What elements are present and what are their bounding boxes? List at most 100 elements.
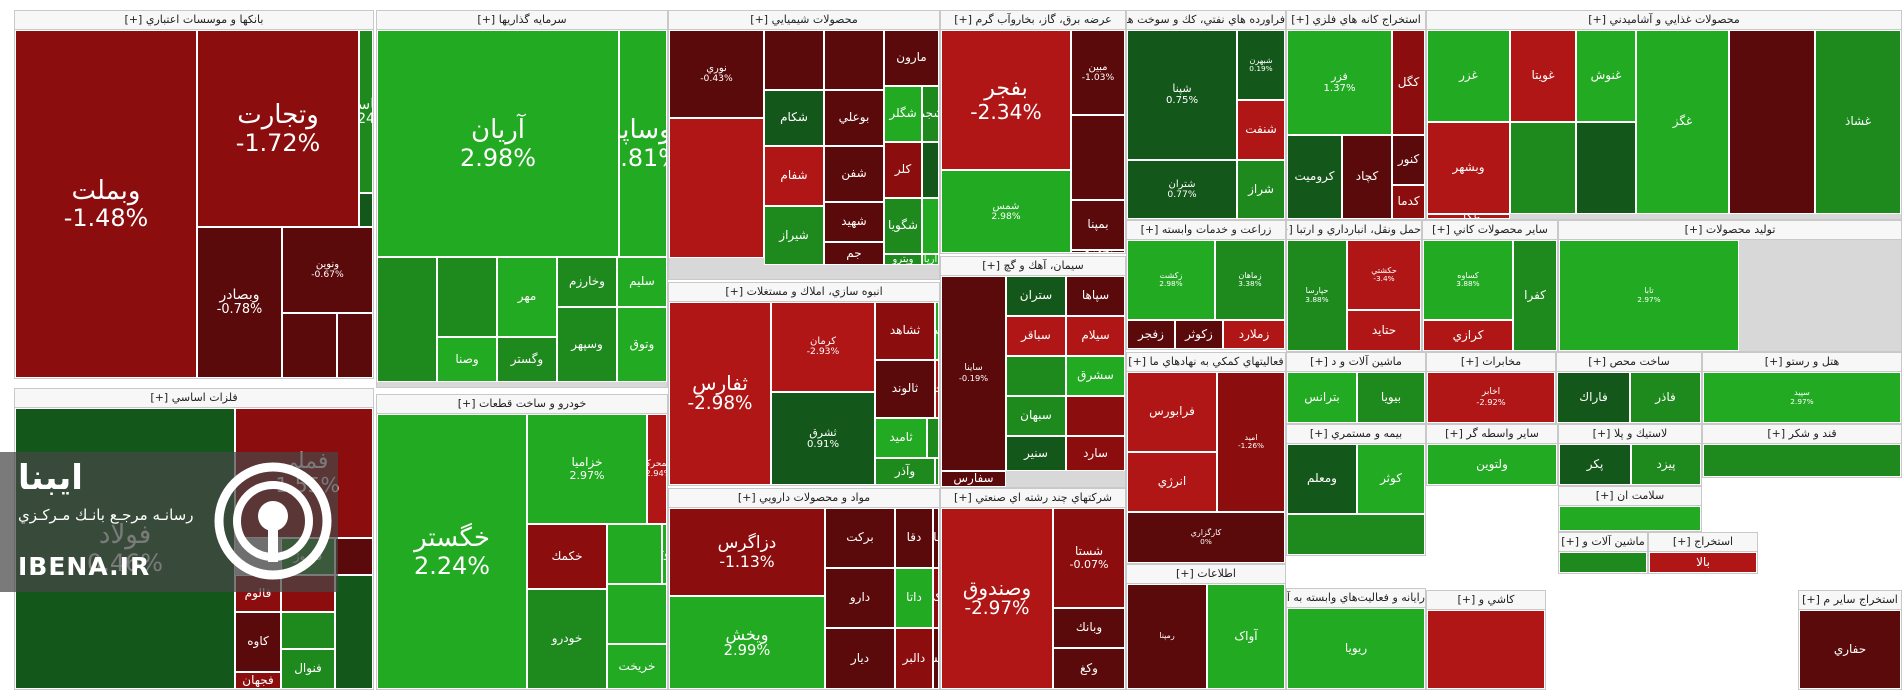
treemap-tile[interactable]: شگويا — [884, 198, 922, 254]
treemap-tile[interactable]: دالبر — [895, 628, 933, 689]
sector-title[interactable]: محصولات غذايي و آشاميدني [+] — [1427, 11, 1901, 30]
treemap-tile[interactable]: داتا — [895, 568, 933, 628]
treemap-tile[interactable]: سباقر — [1006, 316, 1066, 356]
sector-title[interactable]: لاستيك و پلا [+] — [1559, 425, 1701, 444]
treemap-tile[interactable]: ومعلم — [1287, 444, 1357, 514]
sector-title[interactable]: ساير واسطه گر [+] — [1427, 425, 1557, 444]
treemap-tile[interactable]: وبصادر -0.78% — [197, 227, 282, 378]
treemap-tile[interactable] — [1510, 122, 1576, 214]
sector-title[interactable]: عرضه برق، گاز، بخاروآب گرم [+] — [941, 11, 1125, 30]
sector-title[interactable]: سرمايه گذاريها [+] — [377, 11, 667, 30]
sector-title[interactable]: حمل ونقل، انبارداري و ارتبا [+] — [1287, 221, 1421, 240]
treemap-tile[interactable] — [607, 584, 667, 644]
sector-title[interactable]: استخراج [+] — [1649, 533, 1757, 552]
treemap-tile[interactable]: بوعلي — [824, 90, 884, 146]
treemap-tile[interactable]: شمس 2.98% — [941, 170, 1071, 253]
treemap-tile[interactable] — [1287, 514, 1425, 555]
sector-title[interactable]: محصولات شيميايي [+] — [669, 11, 939, 30]
treemap-tile[interactable]: كروميت — [1287, 135, 1342, 219]
treemap-tile[interactable]: بمپنا — [1071, 200, 1125, 250]
treemap-tile[interactable] — [281, 612, 335, 649]
treemap-tile[interactable]: شيراز — [764, 206, 824, 265]
treemap-tile[interactable]: پيزد — [1631, 444, 1701, 485]
treemap-tile[interactable]: وتوق — [617, 307, 667, 382]
sector-title[interactable]: فعاليتهاي كمكي به نهادهاي ما [+] — [1127, 353, 1285, 372]
treemap-tile[interactable] — [335, 538, 373, 575]
treemap-tile[interactable]: سبهان — [1006, 396, 1066, 436]
treemap-tile[interactable]: وخارزم — [557, 257, 617, 307]
treemap-tile[interactable] — [824, 30, 884, 90]
treemap-tile[interactable]: كساوه 3.88% — [1423, 240, 1513, 320]
treemap-tile[interactable]: شجم — [922, 86, 939, 142]
sector-title[interactable]: بانکها و موسسات اعتباري [+] — [15, 11, 373, 30]
treemap-tile[interactable]: خمحركه-2.94% — [647, 414, 667, 524]
sector-title[interactable]: توليد محصولات [+] — [1559, 221, 1901, 240]
sector-title[interactable]: استخراج كانه هاي فلزي [+] — [1287, 11, 1425, 30]
treemap-tile[interactable]: مبين -1.03% — [1071, 30, 1125, 115]
treemap-tile[interactable]: تابا 2.97% — [1559, 240, 1739, 351]
treemap-tile[interactable]: جم — [824, 242, 884, 265]
treemap-tile[interactable]: زكشت 2.98% — [1127, 240, 1215, 320]
treemap-tile[interactable]: وساپا2.81% — [619, 30, 667, 257]
treemap-tile[interactable] — [1703, 444, 1901, 477]
treemap-tile[interactable]: كرازي — [1423, 320, 1513, 351]
treemap-tile[interactable]: پكر — [1559, 444, 1631, 485]
treemap-tile[interactable]: كوثر — [1357, 444, 1425, 514]
treemap-tile[interactable]: وپاسار1.24% — [359, 30, 373, 193]
sector-title[interactable]: بيمه و مستمري [+] — [1287, 425, 1425, 444]
treemap-tile[interactable]: شنفت — [1237, 100, 1285, 160]
treemap-tile[interactable]: وتجارت -1.72% — [197, 30, 359, 227]
treemap-tile[interactable]: سارد — [1066, 436, 1125, 471]
treemap-tile[interactable] — [669, 118, 764, 258]
treemap-tile[interactable] — [335, 575, 373, 689]
treemap-tile[interactable]: كدما — [1392, 185, 1425, 219]
treemap-tile[interactable]: خودرو — [527, 589, 607, 689]
treemap-tile[interactable]: وصنا — [437, 337, 497, 382]
sector-title[interactable]: مخابرات [+] — [1427, 353, 1555, 372]
treemap-tile[interactable]: فزر 1.37% — [1287, 30, 1392, 135]
treemap-tile[interactable]: شپنا 0.75% — [1127, 30, 1237, 160]
treemap-tile[interactable]: كفرا — [1513, 240, 1557, 351]
treemap-tile[interactable] — [1006, 356, 1066, 396]
treemap-tile[interactable]: وگستر — [497, 337, 557, 382]
sector-title[interactable]: كاشي و [+] — [1427, 591, 1545, 610]
treemap-tile[interactable]: ثاخت — [935, 360, 939, 418]
sector-title[interactable]: زراعت و خدمات وابسته [+] — [1127, 221, 1285, 240]
treemap-tile[interactable] — [1559, 552, 1647, 573]
treemap-tile[interactable]: ثشاهد — [875, 302, 935, 360]
sector-title[interactable]: هتل و رستو [+] — [1703, 353, 1901, 372]
treemap-tile[interactable]: كاوه — [235, 612, 281, 672]
treemap-tile[interactable]: ثالوند — [875, 360, 935, 418]
treemap-tile[interactable]: سيلام — [1066, 316, 1125, 356]
treemap-tile[interactable]: اخابر -2.92% — [1427, 372, 1555, 423]
treemap-tile[interactable]: نوري -0.43% — [669, 30, 764, 118]
treemap-tile[interactable]: حپارسا 3.88% — [1287, 240, 1347, 351]
sector-title[interactable]: سيمان، آهك و گچ [+] — [941, 257, 1125, 276]
treemap-tile[interactable]: مهر — [497, 257, 557, 337]
treemap-tile[interactable]: بركت — [825, 508, 895, 568]
treemap-tile[interactable]: ساينا -0.19% — [941, 276, 1006, 471]
treemap-tile[interactable]: وبشهر — [1427, 122, 1510, 214]
treemap-tile[interactable]: سليم — [617, 257, 667, 307]
sector-title[interactable]: قند و شكر [+] — [1703, 425, 1901, 444]
treemap-tile[interactable]: كنور — [1392, 135, 1425, 185]
treemap-tile[interactable] — [764, 30, 824, 90]
treemap-tile[interactable]: رمپنا — [1127, 584, 1207, 689]
treemap-tile[interactable]: دفارا — [933, 508, 939, 568]
treemap-tile[interactable]: كچاد — [1342, 135, 1392, 219]
treemap-tile[interactable]: وصندوق -2.97% — [941, 508, 1053, 689]
treemap-tile[interactable]: شستا -0.07% — [1053, 508, 1125, 608]
treemap-tile[interactable] — [607, 524, 662, 584]
treemap-tile[interactable]: بيويا — [1357, 372, 1425, 423]
treemap-tile[interactable]: بترانس — [1287, 372, 1357, 423]
treemap-tile[interactable]: ريويا — [1287, 608, 1425, 689]
treemap-tile[interactable]: زماهان 3.38% — [1215, 240, 1285, 320]
treemap-tile[interactable]: غگل — [1427, 214, 1510, 219]
treemap-tile[interactable]: غگز — [1636, 30, 1729, 214]
treemap-tile[interactable]: شگلر — [884, 86, 922, 142]
treemap-tile[interactable]: ديار — [825, 628, 895, 689]
sector-title[interactable]: ماشين آلات و د [+] — [1287, 353, 1425, 372]
treemap-tile[interactable]: فرابورس — [1127, 372, 1217, 452]
treemap-tile[interactable]: آريان 2.98% — [377, 30, 619, 257]
sector-title[interactable]: انبوه سازي، املاك و مستغلات [+] — [669, 283, 939, 302]
